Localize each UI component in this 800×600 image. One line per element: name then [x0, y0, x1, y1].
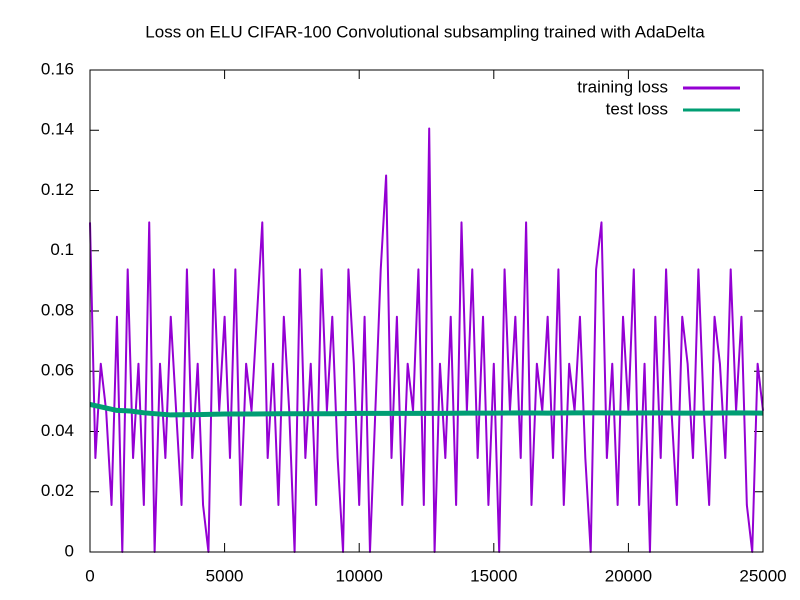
x-tick-label: 5000 [206, 566, 244, 585]
chart-title: Loss on ELU CIFAR-100 Convolutional subs… [145, 22, 705, 41]
series-line [89, 401, 764, 418]
legend-label: training loss [577, 77, 668, 96]
y-tick-label: 0.1 [50, 240, 74, 259]
y-tick-label: 0.16 [41, 59, 74, 78]
y-tick-label: 0.06 [41, 361, 74, 380]
x-tick-label: 20000 [605, 566, 652, 585]
legend-label: test loss [606, 99, 668, 118]
y-tick-label: 0.12 [41, 180, 74, 199]
x-tick-label: 10000 [336, 566, 383, 585]
x-tick-label: 25000 [739, 566, 786, 585]
x-tick-label: 15000 [470, 566, 517, 585]
x-tick-label: 0 [85, 566, 94, 585]
y-tick-label: 0.04 [41, 421, 74, 440]
series-line [89, 127, 764, 553]
y-tick-label: 0.02 [41, 481, 74, 500]
plot-border [89, 69, 764, 553]
y-tick-label: 0.08 [41, 300, 74, 319]
y-tick-label: 0.14 [41, 120, 74, 139]
y-tick-label: 0 [65, 541, 74, 560]
